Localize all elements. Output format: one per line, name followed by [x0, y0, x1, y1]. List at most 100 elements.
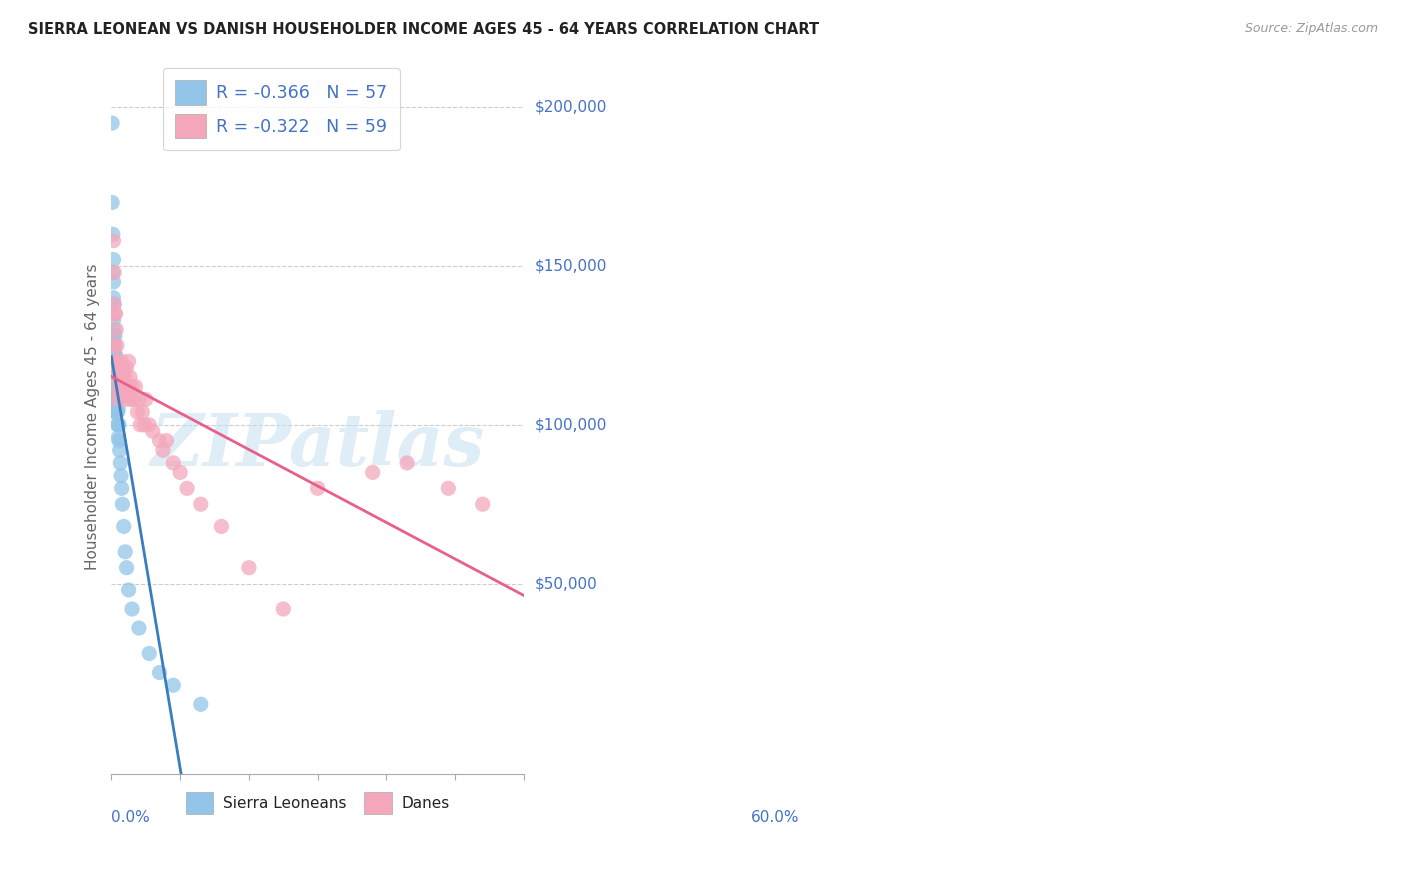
Point [124, 380, 146, 394]
Point [169, 466, 191, 480]
Point [115, 360, 138, 375]
Point [105, 370, 128, 384]
Point [101, 265, 124, 279]
Point [107, 392, 129, 407]
Point [104, 392, 127, 407]
Point [105, 405, 128, 419]
Point [111, 354, 134, 368]
Point [121, 380, 143, 394]
Point [108, 443, 131, 458]
Point [176, 481, 198, 495]
Text: $150,000: $150,000 [536, 259, 607, 274]
Point [104, 370, 127, 384]
Point [110, 456, 132, 470]
Point [103, 348, 125, 362]
Point [112, 360, 135, 375]
Legend: Sierra Leoneans, Danes: Sierra Leoneans, Danes [180, 786, 456, 820]
Point [108, 370, 131, 384]
Point [396, 456, 419, 470]
Point [111, 497, 134, 511]
Point [128, 621, 150, 635]
Point [121, 602, 143, 616]
Text: ZIPatlas: ZIPatlas [150, 410, 485, 481]
Point [138, 647, 160, 661]
Point [107, 430, 129, 444]
Point [114, 392, 136, 407]
Point [104, 307, 127, 321]
Point [104, 360, 127, 375]
Point [112, 519, 135, 533]
Point [103, 338, 125, 352]
Point [273, 602, 295, 616]
Point [152, 443, 174, 458]
Point [105, 392, 128, 407]
Point [190, 497, 212, 511]
Point [108, 386, 131, 401]
Point [107, 360, 129, 375]
Point [107, 380, 129, 394]
Point [104, 307, 127, 321]
Point [105, 380, 128, 394]
Point [108, 417, 131, 432]
Point [101, 116, 124, 130]
Point [104, 380, 127, 394]
Point [105, 392, 128, 407]
Point [162, 678, 184, 692]
Point [110, 360, 132, 375]
Point [104, 338, 127, 352]
Point [103, 275, 125, 289]
Point [361, 466, 384, 480]
Point [118, 370, 141, 384]
Point [437, 481, 460, 495]
Point [108, 434, 131, 448]
Text: $100,000: $100,000 [536, 417, 607, 433]
Point [238, 560, 260, 574]
Point [107, 354, 129, 368]
Point [104, 354, 127, 368]
Point [103, 297, 125, 311]
Point [103, 234, 125, 248]
Text: 0.0%: 0.0% [111, 810, 150, 825]
Point [162, 456, 184, 470]
Point [120, 392, 142, 407]
Text: SIERRA LEONEAN VS DANISH HOUSEHOLDER INCOME AGES 45 - 64 YEARS CORRELATION CHART: SIERRA LEONEAN VS DANISH HOUSEHOLDER INC… [28, 22, 820, 37]
Point [131, 405, 153, 419]
Point [135, 392, 157, 407]
Point [105, 338, 128, 352]
Point [115, 380, 138, 394]
Point [127, 405, 149, 419]
Point [114, 545, 136, 559]
Point [111, 370, 134, 384]
Point [471, 497, 494, 511]
Point [117, 354, 139, 368]
Point [307, 481, 329, 495]
Point [103, 360, 125, 375]
Point [104, 348, 127, 362]
Point [105, 370, 128, 384]
Point [107, 401, 129, 416]
Point [103, 265, 125, 279]
Point [129, 417, 152, 432]
Text: Source: ZipAtlas.com: Source: ZipAtlas.com [1244, 22, 1378, 36]
Point [155, 434, 177, 448]
Point [115, 560, 138, 574]
Point [107, 392, 129, 407]
Point [134, 417, 156, 432]
Point [138, 417, 160, 432]
Point [111, 481, 134, 495]
Point [103, 329, 125, 343]
Point [104, 392, 127, 407]
Text: $50,000: $50,000 [536, 576, 598, 591]
Point [190, 698, 212, 712]
Point [110, 468, 132, 483]
Point [108, 360, 131, 375]
Point [117, 582, 139, 597]
Point [148, 665, 170, 680]
Point [148, 434, 170, 448]
Point [103, 291, 125, 305]
Point [103, 252, 125, 267]
Point [104, 401, 127, 416]
Point [105, 322, 128, 336]
Point [104, 348, 127, 362]
Point [104, 329, 127, 343]
